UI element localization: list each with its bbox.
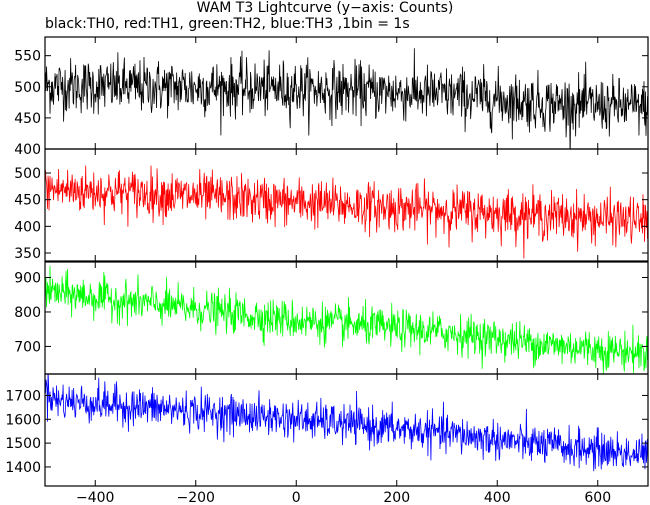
y-tick-label: 700 [14,339,41,355]
x-tick-label: 0 [292,490,301,505]
y-tick-label: 900 [14,271,41,287]
chart-subtitle: black:TH0, red:TH1, green:TH2, blue:TH3 … [45,16,410,32]
panel-frame [44,148,649,262]
panel-frame [44,373,649,487]
x-tick-label: 600 [584,490,611,505]
y-tick-label: 1600 [5,412,41,428]
panel-th1: 350 400 450 500 [14,148,649,262]
y-tick-label: 800 [14,305,41,321]
x-tick-label: −200 [177,490,215,505]
panel-th3: 1400 1500 1600 1700 [5,373,649,487]
chart-title: WAM T3 Lightcurve (y−axis: Counts) [196,0,454,16]
y-tick-label: 400 [14,219,41,235]
series-line-th3 [45,374,648,472]
series-line-th1 [45,165,648,259]
y-tick-label: 450 [14,193,41,209]
x-tick-label: −400 [76,490,114,505]
y-tick-label: 500 [14,166,41,182]
y-tick-label: 550 [14,49,41,65]
panel-th2: 700 800 900 [14,261,649,375]
series-line-th0 [45,48,648,149]
x-tick-label: 400 [484,490,511,505]
y-tick-label: 1400 [5,460,41,476]
y-tick-label: 1700 [5,388,41,404]
y-tick-label: 400 [14,142,41,158]
x-tick-label: 200 [383,490,410,505]
y-tick-label: 1500 [5,436,41,452]
y-tick-label: 350 [14,246,41,262]
series-line-th2 [45,265,648,374]
panel-th0: 400 450 500 550 [14,36,649,158]
y-tick-label: 500 [14,80,41,96]
y-tick-label: 450 [14,111,41,127]
